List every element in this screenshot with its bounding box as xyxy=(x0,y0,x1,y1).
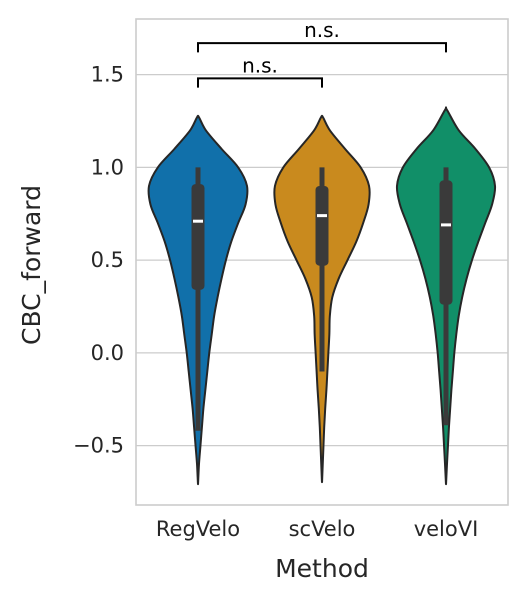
y-tick-label: 0.0 xyxy=(91,341,124,365)
y-tick-label: 1.5 xyxy=(91,63,124,87)
significance-label: n.s. xyxy=(242,53,278,77)
y-tick-label: −0.5 xyxy=(73,434,124,458)
x-tick-label: RegVelo xyxy=(156,517,240,541)
violins xyxy=(147,106,497,486)
plot-frame xyxy=(135,18,509,506)
iqr-box-regvelo xyxy=(191,184,205,290)
x-tick-label: scVelo xyxy=(289,517,356,541)
y-axis-title: CBC_forward xyxy=(17,185,46,345)
significance-bracket xyxy=(197,42,447,53)
iqr-box-scvelo xyxy=(315,185,329,266)
x-tick-label: veloVI xyxy=(414,517,479,541)
iqr-box-velovi xyxy=(439,180,453,305)
y-tick-label: 0.5 xyxy=(91,248,124,272)
axes: −0.5 0.0 0.5 1.0 1.5 RegVelo scVelo veloVI xyxy=(73,18,509,541)
significance-bracket xyxy=(197,77,323,88)
y-tick-label: 1.0 xyxy=(91,155,124,179)
significance-annotations: n.s. n.s. xyxy=(197,18,447,88)
x-axis-title: Method xyxy=(275,554,369,583)
significance-label: n.s. xyxy=(304,18,340,42)
